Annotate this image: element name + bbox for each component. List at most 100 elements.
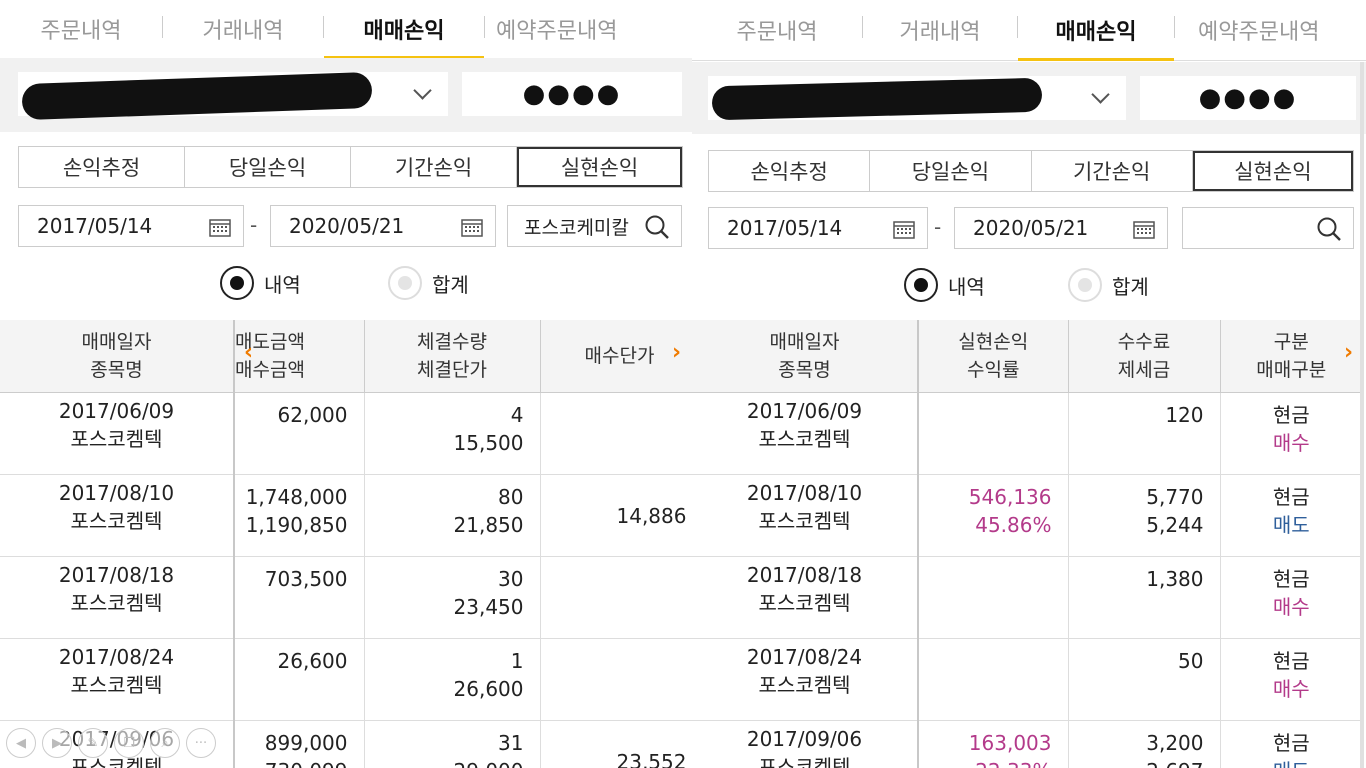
cell-date-name: 2017/08/10 포스코켐텍 xyxy=(0,474,235,557)
calendar-icon[interactable] xyxy=(461,217,483,237)
cell-pnl-rate: 163,00322.33% xyxy=(918,720,1069,768)
cell-date-name: 2017/08/18 포스코켐텍 xyxy=(0,556,235,639)
cell-avg-price xyxy=(540,392,692,475)
cell-pnl-rate xyxy=(918,638,1069,721)
stock-search-value: 포스코케미칼 xyxy=(524,216,629,239)
end-date-value: 2020/05/21 xyxy=(973,216,1089,240)
cell-pnl-rate xyxy=(918,392,1069,475)
start-date-field[interactable]: 2017/05/14 xyxy=(708,207,928,249)
seg-realized-pnl[interactable]: 실현손익 xyxy=(1192,151,1353,191)
zoom-icon[interactable]: ⌕ xyxy=(150,728,180,758)
cell-avg-price: 14,886 xyxy=(540,474,692,557)
back-icon[interactable]: ◀ xyxy=(6,728,36,758)
cell-pnl-rate: 546,136 45.86% xyxy=(918,474,1069,557)
seg-period-pnl[interactable]: 기간손익 xyxy=(1032,151,1193,191)
header-qty-price: 체결수량 체결단가 xyxy=(364,320,541,393)
start-date-field[interactable]: 2017/05/14 xyxy=(18,205,244,247)
right-screen: 주문내역 거래내역 매매손익 예약주문내역 ●●●● 손익추정 당일손익 기간손… xyxy=(692,0,1366,768)
password-field[interactable]: ●●●● xyxy=(1140,76,1356,120)
cell-avg-price: 23,552 xyxy=(540,720,692,768)
account-select[interactable] xyxy=(708,76,1126,121)
cell-qty-price: 3129,000 xyxy=(364,720,541,768)
radio-detail[interactable]: 내역 xyxy=(904,268,985,302)
end-date-field[interactable]: 2020/05/21 xyxy=(270,205,496,247)
cell-amount: 1,748,000 1,190,850 xyxy=(234,474,365,557)
radio-detail[interactable]: 내역 xyxy=(220,266,301,300)
cell-fee-tax: 3,2002,697 xyxy=(1068,720,1221,768)
seg-estimated-pnl[interactable]: 손익추정 xyxy=(709,151,871,191)
cell-date-name: 2017/08/24 포스코켐텍 xyxy=(692,638,919,721)
more-icon[interactable]: ··· xyxy=(186,728,216,758)
table-row[interactable]: 2017/06/09 포스코켐텍 120 현금 매수 xyxy=(692,392,1362,475)
play-icon[interactable]: ▶ xyxy=(42,728,72,758)
tab-order-history[interactable]: 주문내역 xyxy=(40,19,122,44)
cell-type-side: 현금 매수 xyxy=(1220,638,1362,721)
seg-period-pnl[interactable]: 기간손익 xyxy=(351,147,517,187)
search-icon[interactable] xyxy=(643,213,671,241)
radio-detail-label: 내역 xyxy=(948,274,985,299)
scrollbar[interactable] xyxy=(1360,62,1364,768)
chevron-right-icon[interactable]: › xyxy=(1344,340,1354,365)
cell-date-name: 2017/08/10 포스코켐텍 xyxy=(692,474,919,557)
table-row[interactable]: 2017/08/24 포스코켐텍 26,600 1 26,600 xyxy=(0,638,692,721)
date-separator: - xyxy=(250,213,258,237)
cell-date-name: 2017/06/09 포스코켐텍 xyxy=(0,392,235,475)
tab-order-history[interactable]: 주문내역 xyxy=(736,20,818,45)
table-row[interactable]: 2017/08/18 포스코켐텍 1,380 현금 매수 xyxy=(692,556,1362,639)
tab-divider xyxy=(162,16,163,38)
pnl-type-segment: 손익추정 당일손익 기간손익 실현손익 xyxy=(18,146,683,188)
seg-realized-pnl[interactable]: 실현손익 xyxy=(517,147,682,187)
account-select[interactable] xyxy=(18,71,448,121)
stock-search-input[interactable] xyxy=(1182,207,1354,249)
cell-date-name: 2017/08/18 포스코켐텍 xyxy=(692,556,919,639)
table-row[interactable]: 2017/08/10 포스코켐텍 1,748,000 1,190,850 80 21,… xyxy=(0,474,692,557)
cell-amount: 899,000730,099 xyxy=(234,720,365,768)
table-row[interactable]: 2017/08/24 포스코켐텍 50 현금 매수 xyxy=(692,638,1362,721)
pen-icon[interactable]: ✎ xyxy=(78,728,108,758)
cell-date-name: 2017/06/09 포스코켐텍 xyxy=(692,392,919,475)
chevron-down-icon xyxy=(413,81,432,100)
radio-button xyxy=(388,266,422,300)
tab-reserved-orders[interactable]: 예약주문내역 xyxy=(496,19,618,44)
radio-total[interactable]: 합계 xyxy=(388,266,469,300)
tab-trading-pnl[interactable]: 매매손익 xyxy=(1055,20,1137,45)
cell-amount: 703,500 xyxy=(234,556,365,639)
table-row[interactable]: 2017/08/10 포스코켐텍 546,136 45.86% 5,770 5,244… xyxy=(692,474,1362,557)
copy-icon[interactable]: ❐ xyxy=(114,728,144,758)
seg-daily-pnl[interactable]: 당일손익 xyxy=(870,151,1032,191)
start-date-value: 2017/05/14 xyxy=(727,216,843,240)
radio-button-selected xyxy=(220,266,254,300)
cell-qty-price: 30 23,450 xyxy=(364,556,541,639)
calendar-icon[interactable] xyxy=(1133,219,1155,239)
cell-type-side: 현금 매수 xyxy=(1220,556,1362,639)
radio-total[interactable]: 합계 xyxy=(1068,268,1149,302)
chevron-down-icon xyxy=(1091,85,1110,104)
table-row[interactable]: 2017/06/09 포스코켐텍 62,000 4 15,500 xyxy=(0,392,692,475)
seg-estimated-pnl[interactable]: 손익추정 xyxy=(19,147,185,187)
chevron-right-icon[interactable]: › xyxy=(672,340,682,365)
search-icon[interactable] xyxy=(1315,215,1343,243)
table-row[interactable]: 2017/08/18 포스코켐텍 703,500 30 23,450 xyxy=(0,556,692,639)
tab-trading-pnl[interactable]: 매매손익 xyxy=(363,19,445,44)
redaction-mark xyxy=(711,77,1043,121)
calendar-icon[interactable] xyxy=(893,219,915,239)
end-date-field[interactable]: 2020/05/21 xyxy=(954,207,1168,249)
tab-trade-history[interactable]: 거래내역 xyxy=(899,20,981,45)
tab-divider xyxy=(1017,16,1018,38)
tab-reserved-orders[interactable]: 예약주문내역 xyxy=(1198,20,1320,45)
tab-trade-history[interactable]: 거래내역 xyxy=(202,19,284,44)
chevron-left-icon[interactable]: ‹ xyxy=(244,340,254,365)
stock-search-input[interactable]: 포스코케미칼 xyxy=(507,205,682,247)
start-date-value: 2017/05/14 xyxy=(37,214,153,238)
password-field[interactable]: ●●●● xyxy=(462,72,682,116)
seg-daily-pnl[interactable]: 당일손익 xyxy=(185,147,351,187)
tab-bar: 주문내역 거래내역 매매손익 예약주문내역 xyxy=(692,0,1366,61)
radio-button-selected xyxy=(904,268,938,302)
calendar-icon[interactable] xyxy=(209,217,231,237)
account-area: ●●●● xyxy=(692,62,1366,134)
pnl-type-segment: 손익추정 당일손익 기간손익 실현손익 xyxy=(708,150,1354,192)
cell-qty-price: 1 26,600 xyxy=(364,638,541,721)
tab-bar: 주문내역 거래내역 매매손익 예약주문내역 xyxy=(0,0,692,59)
